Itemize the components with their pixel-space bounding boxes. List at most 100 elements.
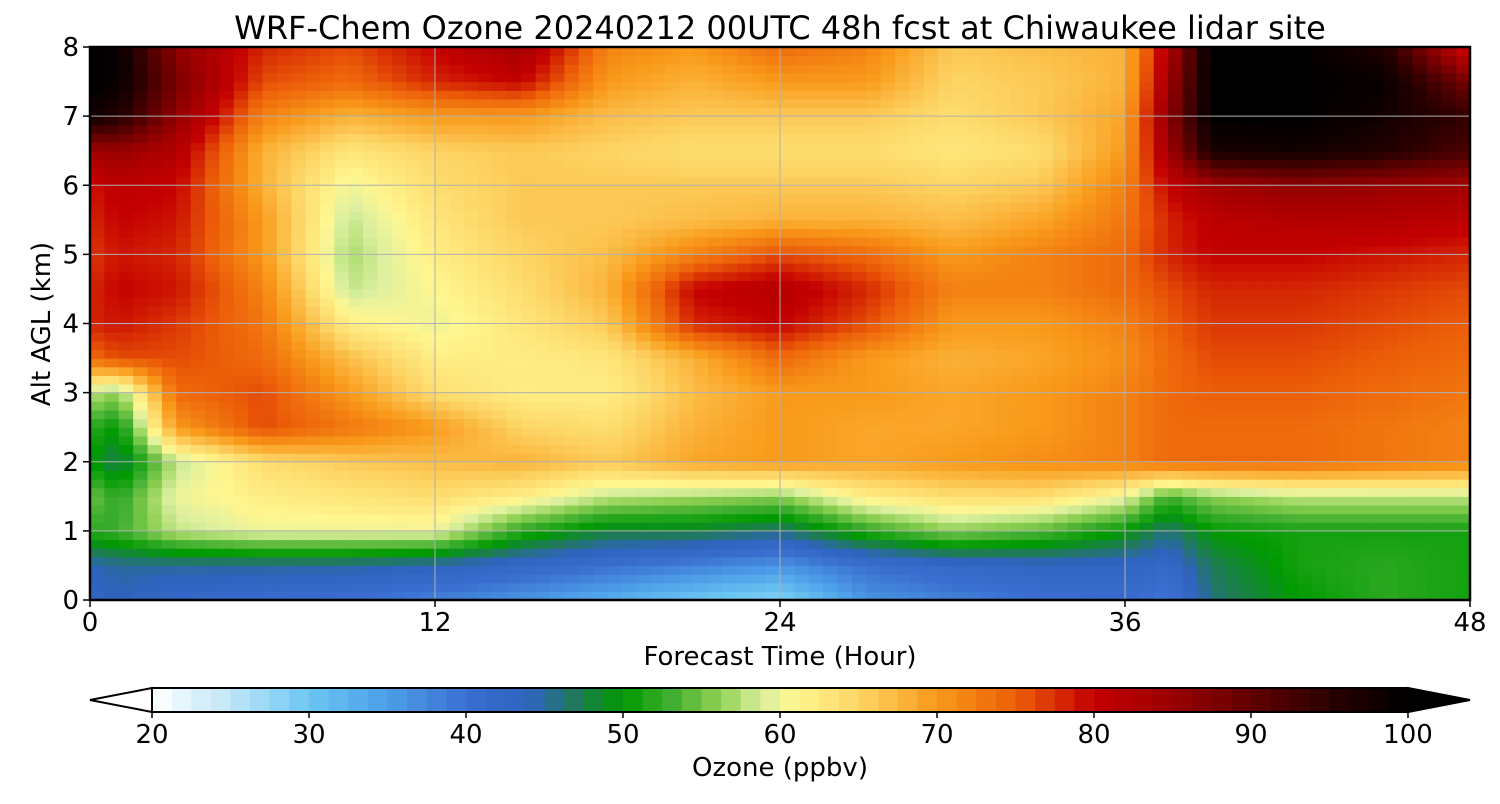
heatmap-cell — [521, 401, 537, 411]
heatmap-cell — [995, 176, 1011, 186]
heatmap-cell — [1081, 513, 1097, 523]
heatmap-cell — [90, 522, 105, 532]
heatmap-cell — [995, 444, 1011, 454]
heatmap-cell — [550, 591, 565, 600]
heatmap-cell — [794, 591, 810, 600]
heatmap-cell — [1369, 470, 1385, 480]
heatmap-cell — [521, 306, 537, 316]
heatmap-cell — [765, 280, 781, 290]
heatmap-cell — [463, 409, 479, 420]
heatmap-cell — [391, 574, 407, 584]
heatmap-cell — [1168, 306, 1184, 316]
heatmap-cell — [377, 228, 393, 238]
heatmap-cell — [1081, 574, 1097, 584]
heatmap-cell — [391, 591, 407, 600]
heatmap-cell — [923, 435, 939, 446]
heatmap-cell — [665, 461, 680, 471]
heatmap-cell — [1383, 574, 1399, 584]
heatmap-cell — [1139, 539, 1155, 549]
heatmap-cell — [1139, 323, 1155, 333]
heatmap-cell — [1441, 150, 1457, 160]
heatmap-cell — [1096, 487, 1112, 497]
heatmap-cell — [104, 530, 120, 541]
heatmap-cell — [1038, 479, 1054, 489]
heatmap-cell — [521, 271, 537, 281]
heatmap-cell — [435, 539, 450, 549]
heatmap-cell — [248, 444, 264, 454]
heatmap-cell — [650, 427, 666, 437]
heatmap-cell — [895, 202, 910, 212]
heatmap-cell — [808, 435, 824, 446]
heatmap-cell — [808, 444, 824, 454]
heatmap-cell — [363, 245, 379, 255]
heatmap-cell — [1412, 479, 1428, 489]
heatmap-cell — [895, 539, 910, 549]
heatmap-cell — [679, 401, 695, 411]
heatmap-cell — [161, 496, 177, 506]
heatmap-cell — [808, 418, 824, 428]
heatmap-cell — [1096, 565, 1112, 575]
heatmap-cell — [808, 306, 824, 316]
heatmap-cell — [118, 453, 134, 463]
heatmap-cell — [90, 245, 105, 255]
heatmap-cell — [1383, 530, 1399, 541]
heatmap-cell — [492, 340, 508, 351]
heatmap-cell — [262, 574, 278, 584]
heatmap-cell — [1369, 340, 1385, 351]
heatmap-cell — [276, 487, 292, 497]
heatmap-cell — [1326, 418, 1342, 428]
heatmap-cell — [995, 435, 1011, 446]
heatmap-cell — [636, 496, 652, 506]
heatmap-cell — [248, 574, 264, 584]
heatmap-cell — [895, 245, 910, 255]
heatmap-cell — [1240, 401, 1255, 411]
heatmap-cell — [1369, 228, 1385, 238]
heatmap-cell — [190, 349, 206, 359]
heatmap-cell — [1053, 556, 1069, 567]
heatmap-cell — [650, 263, 666, 273]
heatmap-cell — [147, 288, 163, 299]
heatmap-cell — [1010, 453, 1025, 463]
heatmap-cell — [161, 392, 177, 402]
heatmap-cell — [1196, 332, 1212, 342]
heatmap-cell — [363, 271, 379, 281]
heatmap-cell — [535, 435, 551, 446]
heatmap-cell — [492, 392, 508, 402]
heatmap-cell — [1053, 530, 1069, 541]
heatmap-cell — [435, 280, 450, 290]
heatmap-cell — [1081, 280, 1097, 290]
heatmap-cell — [1211, 245, 1227, 255]
heatmap-cell — [276, 271, 292, 281]
heatmap-cell — [363, 504, 379, 515]
heatmap-cell — [90, 513, 105, 523]
heatmap-cell — [895, 401, 910, 411]
heatmap-cell — [1024, 280, 1040, 290]
heatmap-cell — [1153, 522, 1169, 532]
heatmap-cell — [1211, 496, 1227, 506]
heatmap-cell — [578, 392, 594, 402]
heatmap-cell — [133, 159, 149, 169]
heatmap-cell — [1182, 193, 1198, 204]
heatmap-cell — [262, 444, 278, 454]
heatmap-cell — [291, 271, 307, 281]
heatmap-cell — [1182, 245, 1198, 255]
heatmap-cell — [391, 254, 407, 264]
heatmap-cell — [133, 219, 149, 230]
heatmap-cell — [593, 522, 609, 532]
heatmap-cell — [420, 219, 436, 230]
heatmap-cell — [391, 513, 407, 523]
heatmap-cell — [1024, 565, 1040, 575]
heatmap-cell — [262, 496, 278, 506]
heatmap-cell — [463, 185, 479, 195]
heatmap-cell — [506, 574, 522, 584]
heatmap-cell — [1326, 358, 1342, 368]
heatmap-cell — [995, 159, 1011, 169]
heatmap-cell — [722, 504, 738, 515]
heatmap-cell — [205, 228, 220, 238]
heatmap-cell — [176, 245, 192, 255]
heatmap-cell — [262, 375, 278, 385]
heatmap-cell — [593, 193, 609, 204]
heatmap-cell — [866, 245, 882, 255]
heatmap-cell — [276, 392, 292, 402]
heatmap-cell — [1340, 375, 1356, 385]
